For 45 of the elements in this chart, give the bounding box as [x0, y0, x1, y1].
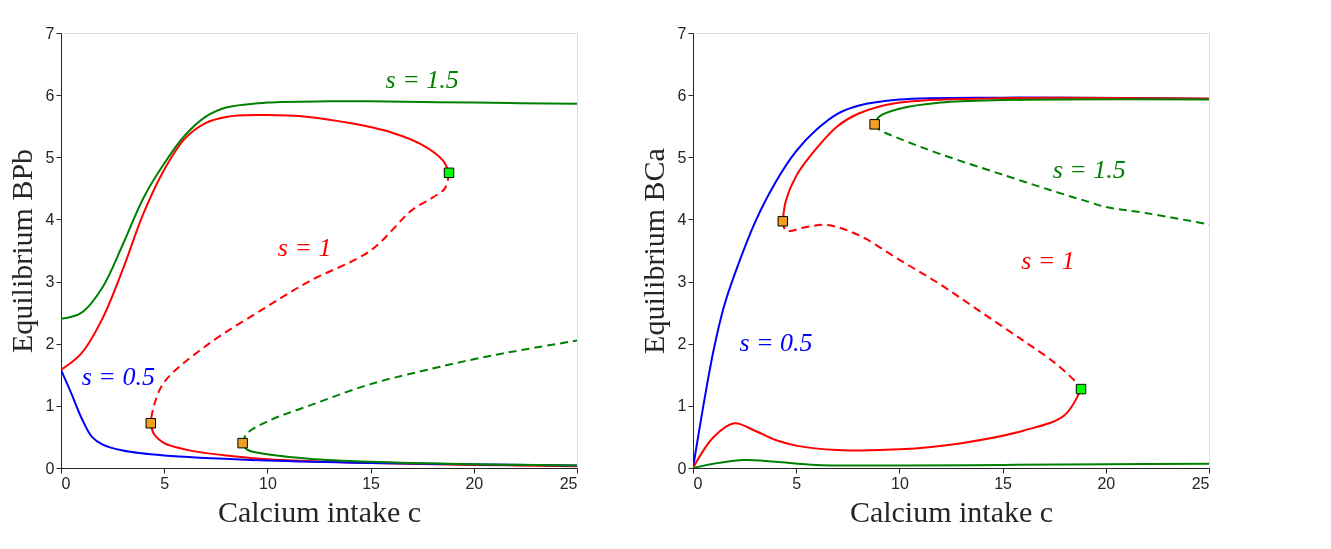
y-axis-title: Equilibrium BCa [636, 148, 670, 354]
point [777, 216, 789, 227]
y-tick-label: 5 [45, 148, 55, 166]
x-tick-label: 0 [693, 474, 703, 492]
y-tick-label: 4 [45, 210, 55, 228]
y-tick-label: 0 [677, 459, 687, 477]
x-tick-label: 20 [465, 474, 484, 492]
point [869, 119, 880, 130]
x-tick-label: 15 [994, 474, 1013, 492]
point [443, 167, 455, 179]
y-tick-label: 1 [677, 397, 687, 415]
y-tick-label: 2 [677, 335, 687, 353]
y-tick-label: 6 [677, 86, 687, 104]
annotation: s = 1 [1021, 245, 1075, 275]
y-tick-label: 4 [677, 210, 687, 228]
annotation: s = 1.5 [1052, 155, 1126, 185]
point [237, 437, 248, 449]
x-tick-label: 5 [792, 474, 802, 492]
x-tick-label: 25 [559, 474, 578, 492]
y-tick-label: 6 [45, 86, 55, 104]
y-tick-label: 3 [677, 273, 687, 291]
point [1075, 383, 1087, 395]
x-tick-label: 0 [61, 474, 71, 492]
x-tick-label: 10 [259, 474, 277, 492]
x-tick-label: 5 [160, 474, 170, 492]
x-axis-title: Calcium intake c [849, 494, 1054, 528]
x-tick-label: 10 [891, 474, 909, 492]
annotation: s = 1 [277, 232, 332, 262]
x-tick-label: 15 [362, 474, 381, 492]
y-tick-label: 2 [45, 335, 55, 353]
annotation: s = 0.5 [81, 362, 155, 392]
x-axis-title: Calcium intake c [217, 494, 422, 528]
line-series [61, 100, 577, 320]
annotation: s = 0.5 [739, 328, 813, 358]
y-tick-label: 7 [677, 24, 687, 42]
y-tick-label: 7 [45, 24, 55, 42]
x-tick-label: 20 [1097, 474, 1116, 492]
y-tick-label: 0 [45, 459, 55, 477]
y-tick-label: 3 [45, 273, 55, 291]
y-tick-label: 1 [45, 397, 55, 415]
y-tick-label: 5 [677, 148, 687, 166]
y-axis-title: Equilibrium BPb [4, 148, 38, 354]
annotation: s = 1.5 [385, 64, 459, 94]
point [145, 418, 157, 429]
x-tick-label: 25 [1191, 474, 1210, 492]
